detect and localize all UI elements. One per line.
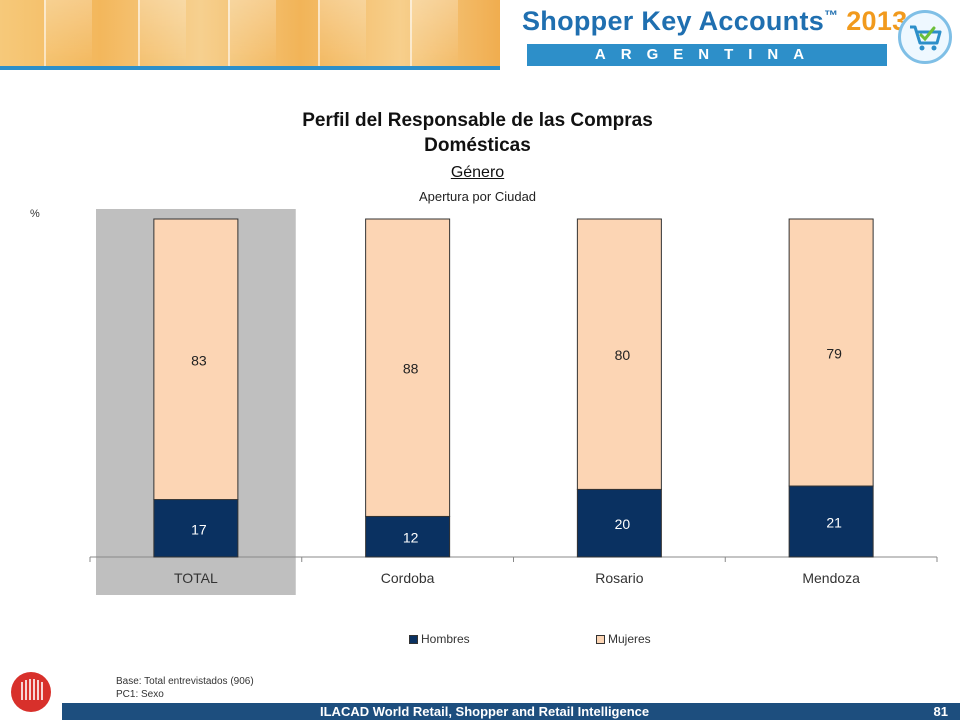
- legend-label-hombres: Hombres: [421, 632, 470, 646]
- data-label-mujeres-total: 83: [191, 352, 207, 368]
- bar-hombres-total: [153, 499, 239, 558]
- data-label-hombres-cordoba: 12: [403, 530, 419, 546]
- chart-caption: Apertura por Ciudad: [418, 189, 537, 204]
- data-label-hombres-mendoza: 21: [826, 515, 842, 531]
- bar-hombres-cordoba: [365, 515, 451, 558]
- data-label-mujeres-rosario: 80: [615, 347, 631, 363]
- footer-bar: ILACAD World Retail, Shopper and Retail …: [62, 703, 960, 720]
- footnote-question: PC1: Sexo: [116, 689, 164, 700]
- chart-subtitle: Género: [450, 164, 505, 181]
- bar-mujeres-cordoba: [365, 218, 451, 517]
- banner-divider: [44, 0, 92, 66]
- bar-mujeres-rosario: [576, 218, 662, 490]
- bar-hombres-mendoza: [788, 485, 874, 558]
- bar-mujeres-mendoza: [788, 218, 874, 487]
- footer-text: ILACAD World Retail, Shopper and Retail …: [320, 704, 650, 719]
- banner-divider: [318, 0, 366, 66]
- country-label: ARGENTINA: [527, 44, 887, 66]
- data-label-hombres-total: 17: [191, 521, 207, 537]
- y-unit-label: %: [30, 208, 40, 220]
- data-label-hombres-rosario: 20: [615, 516, 631, 532]
- legend-swatch-mujeres: [596, 635, 605, 645]
- legend-label-mujeres: Mujeres: [608, 632, 651, 646]
- x-tick-label-total: TOTAL: [174, 570, 218, 586]
- ilacad-logo-icon: [9, 670, 53, 714]
- footnote-base: Base: Total entrevistados (906): [116, 676, 254, 687]
- legend-swatch-hombres: [409, 635, 418, 645]
- header-photo-banner: [0, 0, 500, 66]
- page-number: 81: [933, 704, 948, 719]
- chart-title-line2: Domésticas: [424, 135, 531, 156]
- data-label-mujeres-mendoza: 79: [826, 346, 842, 362]
- brand-tm: ™: [824, 7, 839, 23]
- x-tick-label-cordoba: Cordoba: [381, 570, 435, 586]
- brand-title: Shopper Key Accounts™ 2013: [522, 6, 907, 37]
- legend-item-mujeres: Mujeres: [596, 632, 651, 646]
- bar-hombres-rosario: [576, 488, 662, 558]
- data-label-mujeres-cordoba: 88: [403, 361, 419, 377]
- chart-title-line1: Perfil del Responsable de las Compras: [302, 110, 653, 131]
- bar-mujeres-total: [153, 218, 239, 501]
- brand-year: 2013: [846, 6, 908, 36]
- banner-divider: [410, 0, 458, 66]
- brand-name: Shopper Key Accounts: [522, 6, 825, 36]
- banner-divider: [138, 0, 186, 66]
- x-tick-label-mendoza: Mendoza: [802, 570, 860, 586]
- legend-item-hombres: Hombres: [409, 632, 470, 646]
- shopping-cart-icon: [898, 10, 952, 64]
- banner-divider: [228, 0, 276, 66]
- banner-strip: [0, 66, 500, 70]
- x-tick-label-rosario: Rosario: [595, 570, 643, 586]
